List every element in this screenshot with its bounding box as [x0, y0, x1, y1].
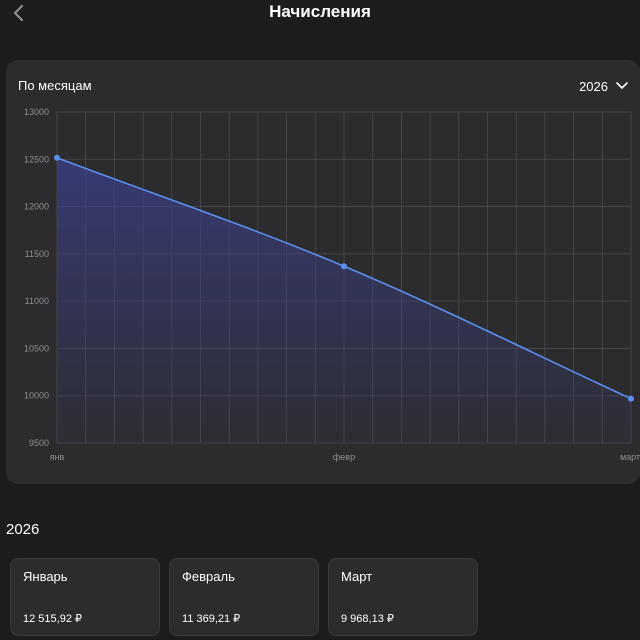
data-point	[54, 154, 60, 161]
year-select[interactable]: 2026	[579, 74, 630, 98]
chevron-left-icon	[13, 4, 24, 22]
month-amount: 11 369,21 ₽	[182, 613, 241, 625]
chart-period-label: По месяцам	[18, 78, 92, 93]
month-amount: 12 515,92 ₽	[23, 613, 82, 625]
y-tick-label: 12500	[24, 154, 49, 164]
month-name: Январь	[23, 569, 68, 584]
data-point	[341, 263, 347, 270]
line-chart: 9500 10000 10500 11000 11500 12000 12500 13000 я…	[24, 107, 640, 462]
x-tick-label: янв	[50, 452, 65, 462]
y-tick-label: 13000	[24, 107, 49, 117]
back-button[interactable]	[8, 2, 30, 24]
month-name: Февраль	[182, 569, 235, 584]
chevron-down-icon	[616, 82, 628, 89]
month-card-february[interactable]: Февраль 11 369,21 ₽	[169, 558, 319, 636]
y-tick-label: 11500	[25, 249, 49, 259]
data-point	[628, 395, 634, 402]
month-card-march[interactable]: Март 9 968,13 ₽	[328, 558, 478, 636]
y-tick-label: 11000	[25, 296, 49, 306]
x-tick-label: февр	[333, 452, 355, 462]
series-area	[57, 157, 631, 443]
month-amount: 9 968,13 ₽	[341, 613, 394, 625]
y-tick-label: 9500	[29, 438, 49, 448]
navigation-bar: Начисления	[0, 0, 640, 30]
y-tick-label: 10000	[24, 391, 49, 401]
month-name: Март	[341, 569, 373, 584]
section-title: 2026	[6, 521, 40, 538]
x-tick-label: март	[620, 452, 640, 462]
y-tick-label: 10500	[24, 343, 49, 353]
y-tick-label: 12000	[24, 202, 49, 212]
page-title: Начисления	[269, 2, 371, 21]
year-select-value: 2026	[579, 78, 608, 94]
month-card-january[interactable]: Январь 12 515,92 ₽	[10, 558, 160, 636]
